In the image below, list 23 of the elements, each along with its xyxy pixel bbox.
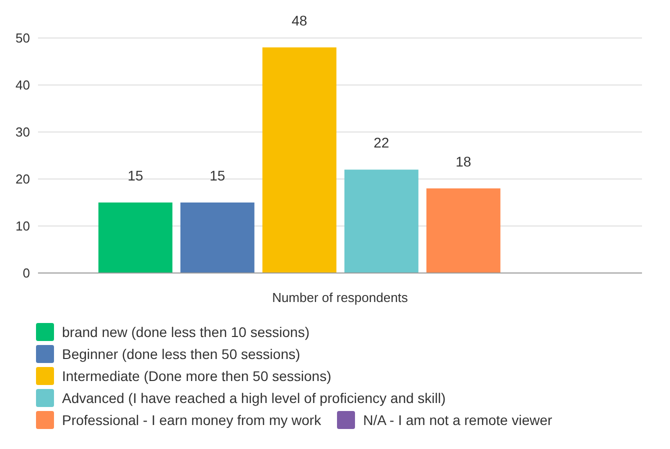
data-label: 15 bbox=[128, 168, 144, 184]
bar bbox=[344, 170, 418, 273]
data-label: 48 bbox=[292, 12, 308, 28]
y-tick-label: 30 bbox=[16, 124, 30, 140]
bar bbox=[98, 202, 172, 273]
y-tick-label: 0 bbox=[22, 266, 30, 281]
legend-label: Intermediate (Done more then 50 sessions) bbox=[62, 368, 332, 384]
y-tick-label: 40 bbox=[16, 78, 30, 93]
y-tick-label: 20 bbox=[16, 172, 30, 187]
data-label: 15 bbox=[210, 168, 226, 184]
legend-label: N/A - I am not a remote viewer bbox=[363, 412, 552, 428]
y-tick-label: 10 bbox=[16, 218, 30, 234]
legend-label: Advanced (I have reached a high level of proficiency and skill) bbox=[62, 390, 446, 406]
bar bbox=[426, 188, 500, 273]
data-label: 22 bbox=[374, 134, 390, 151]
legend-label: brand new (done less then 10 sessions) bbox=[62, 324, 310, 340]
x-tick-label: Number of respondents bbox=[272, 290, 408, 306]
legend-label: Professional - I earn money from my work bbox=[62, 412, 322, 428]
bar bbox=[180, 202, 254, 273]
legend-label: Beginner (done less then 50 sessions) bbox=[62, 346, 300, 362]
bar bbox=[262, 47, 336, 273]
y-tick-label: 50 bbox=[16, 30, 30, 46]
data-label: 18 bbox=[456, 153, 472, 170]
